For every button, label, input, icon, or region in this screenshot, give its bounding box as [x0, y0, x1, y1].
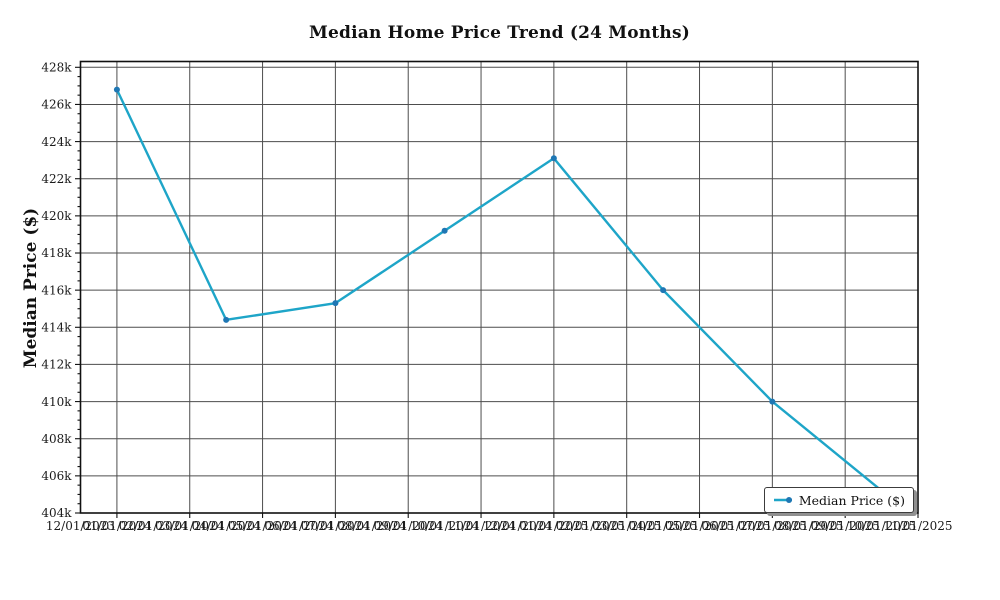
x-tick-label: 02/01/2025 [556, 519, 625, 533]
data-point-marker [550, 155, 557, 162]
data-point-marker [223, 316, 230, 323]
x-tick-label: 09/01/2025 [811, 519, 880, 533]
x-tick-label: 10/01/2024 [410, 519, 480, 533]
y-tick-label: 412k [41, 358, 72, 372]
x-tick-label: 05/01/2024 [228, 519, 298, 533]
y-tick-label: 426k [41, 98, 72, 112]
y-tick-label: 410k [41, 395, 72, 409]
x-tick-label: 02/01/2024 [119, 519, 189, 533]
x-tick-label: 06/01/2024 [264, 519, 334, 533]
gridlines [80, 61, 919, 514]
x-tick-label: 07/01/2024 [301, 519, 371, 533]
data-point-marker [769, 398, 776, 405]
y-tick-label: 420k [41, 209, 72, 223]
plot-border [79, 60, 919, 514]
legend-sample-marker [786, 497, 792, 503]
y-tick-label: 408k [41, 432, 72, 446]
x-tick-label: 11/01/2024 [446, 519, 516, 533]
data-point-marker [660, 287, 667, 294]
x-tick-label: 03/01/2025 [592, 519, 661, 533]
legend-label: Median Price ($) [798, 492, 905, 508]
legend: Median Price ($) [764, 487, 914, 513]
x-tick-label: 09/01/2024 [374, 519, 444, 533]
x-tick-label: 04/01/2025 [629, 519, 698, 533]
y-tick-label: 406k [41, 469, 72, 483]
y-tick-label: 414k [41, 320, 72, 334]
price-trend-line [115, 89, 883, 492]
x-tick-label: 08/01/2024 [337, 519, 407, 533]
x-tick-label: 11/01/2025 [883, 519, 952, 533]
axis-ticks [75, 66, 919, 518]
data-point-marker [113, 86, 120, 93]
y-tick-label: 416k [41, 283, 72, 297]
x-tick-label: 06/01/2025 [701, 519, 770, 533]
x-tick-label: 01/01/2025 [519, 519, 588, 533]
y-tick-label: 428k [41, 61, 72, 75]
x-tick-label: 10/01/2025 [847, 519, 916, 533]
y-tick-label: 418k [41, 246, 72, 260]
data-point-marker [441, 227, 448, 234]
x-tick-label: 05/01/2025 [665, 519, 734, 533]
x-tick-label: 01/01/2024 [82, 519, 152, 533]
y-tick-label: 404k [41, 506, 72, 520]
x-tick-label: 03/01/2024 [155, 519, 225, 533]
x-tick-label: 08/01/2025 [774, 519, 843, 533]
chart-title: Median Home Price Trend (24 Months) [309, 23, 690, 43]
data-point-marker [332, 300, 339, 307]
x-tick-label: 04/01/2024 [192, 519, 262, 533]
x-tick-label: 12/01/2023 [46, 519, 115, 533]
x-tick-label: 12/01/2024 [483, 519, 553, 533]
y-tick-label: 424k [41, 135, 72, 149]
legend-line-sample [774, 497, 792, 503]
x-tick-label: 07/01/2025 [738, 519, 807, 533]
y-tick-label: 422k [41, 172, 72, 186]
